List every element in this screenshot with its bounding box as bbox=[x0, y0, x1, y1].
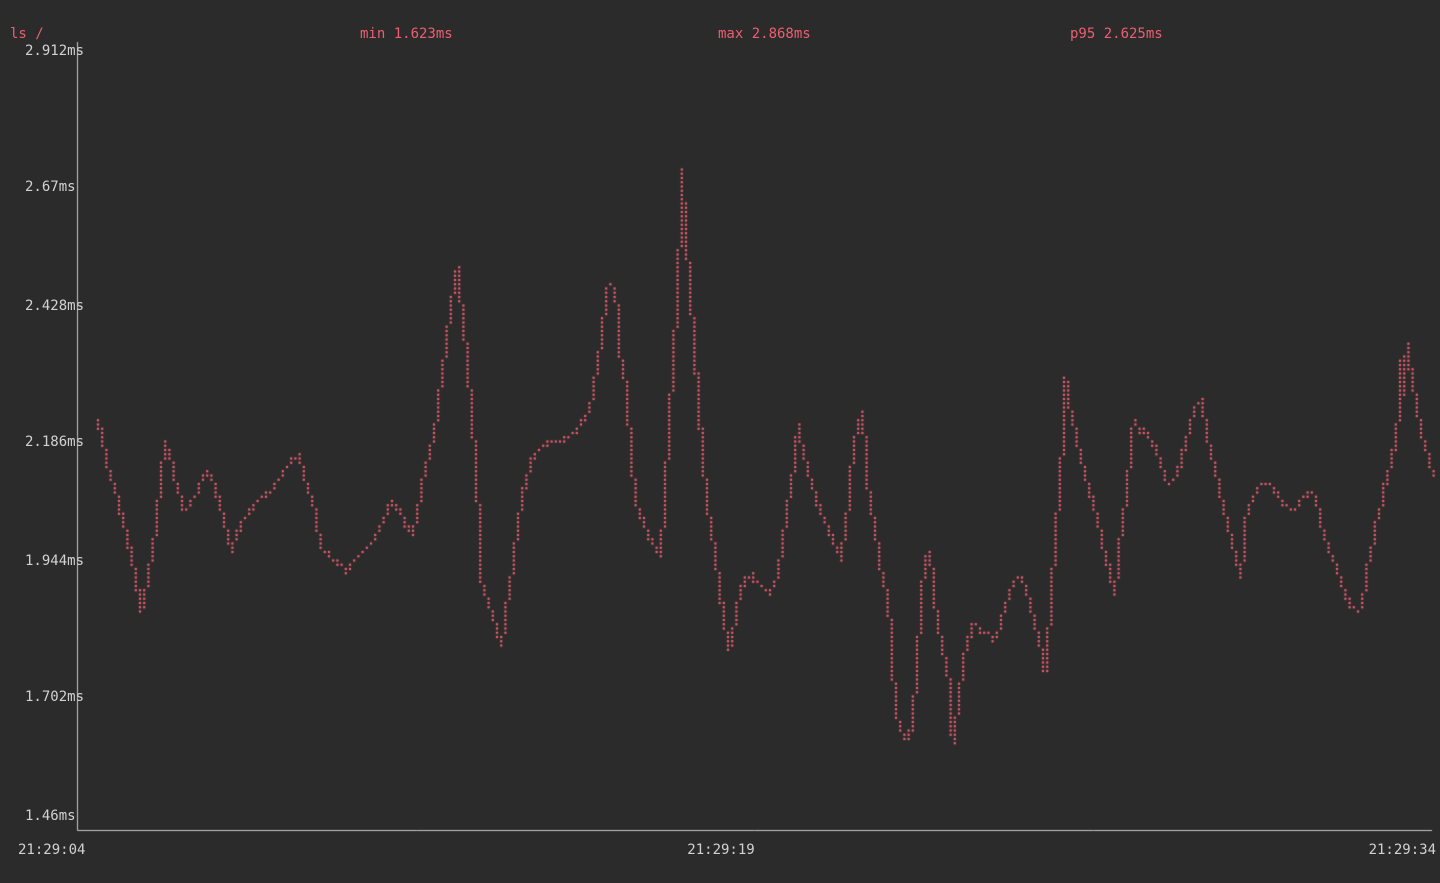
y-tick-label: 1.702ms bbox=[25, 688, 85, 705]
stat-max: max 2.868ms bbox=[718, 26, 811, 42]
stat-min: min 1.623ms bbox=[360, 26, 453, 42]
command-label: ls / bbox=[10, 26, 44, 42]
x-tick-label-end: 21:29:34 bbox=[1368, 842, 1436, 858]
y-tick-label: 1.46ms bbox=[25, 807, 76, 824]
y-tick-label: 2.912ms bbox=[25, 42, 85, 59]
y-tick-label: 2.428ms bbox=[25, 297, 85, 314]
x-tick-label-middle: 21:29:19 bbox=[687, 842, 755, 858]
y-tick-label: 2.67ms bbox=[25, 178, 76, 195]
x-tick-label-start: 21:29:04 bbox=[18, 842, 86, 858]
y-tick-label: 1.944ms bbox=[25, 552, 85, 569]
stat-p95: p95 2.625ms bbox=[1070, 26, 1163, 42]
y-tick-label: 2.186ms bbox=[25, 433, 85, 450]
